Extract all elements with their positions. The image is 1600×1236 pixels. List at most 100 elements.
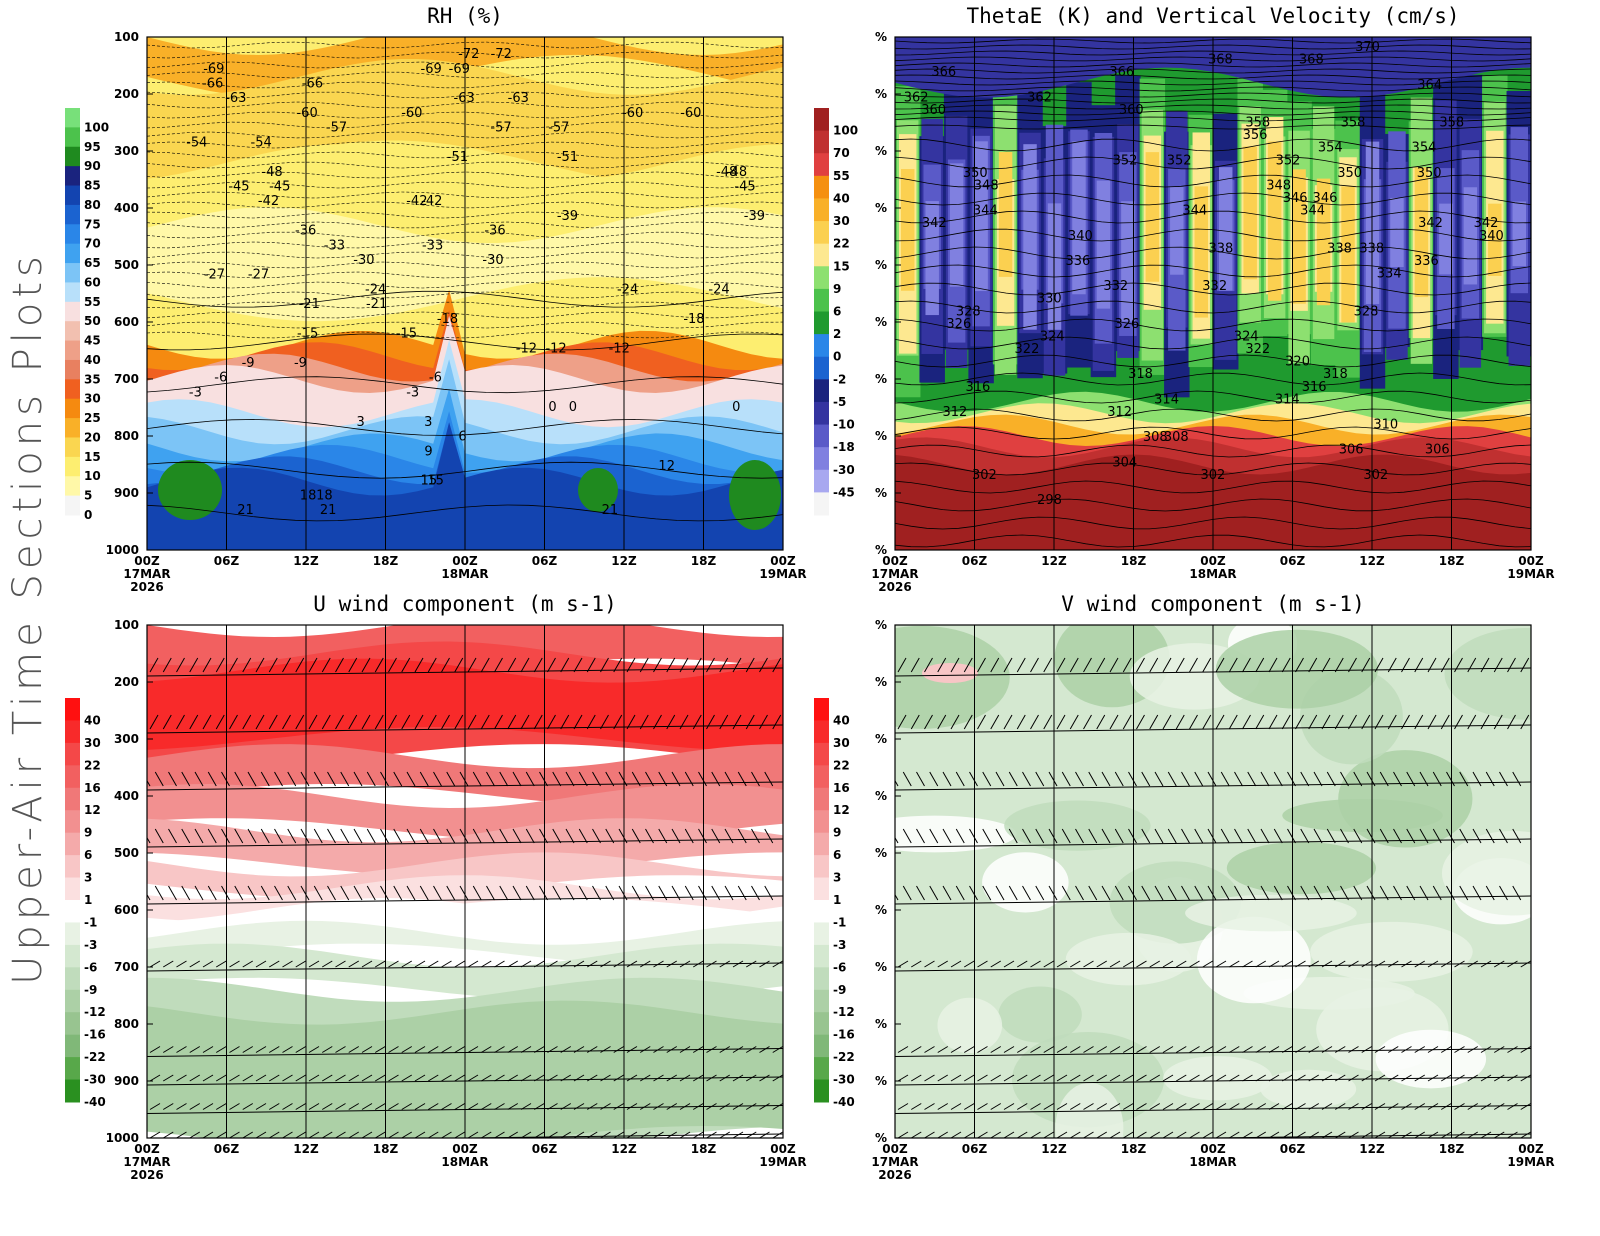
wind-barb: [1247, 771, 1257, 787]
contour-label: 358: [1341, 116, 1366, 131]
wind-barb: [268, 657, 278, 673]
wind-barb: [1520, 1103, 1531, 1110]
colorbar-swatch: [65, 418, 80, 438]
v-patch: [1310, 921, 1473, 982]
wind-barb: [321, 657, 331, 673]
v-patch: [922, 663, 978, 683]
contour-label: 350: [1417, 166, 1442, 181]
wind-barb: [335, 1074, 346, 1082]
wind-barb: [977, 1046, 988, 1053]
wind-barb: [745, 1046, 757, 1053]
contour-label: 350: [1337, 166, 1362, 181]
wind-barb: [759, 714, 768, 730]
wind-barb: [1043, 657, 1053, 673]
y-tick-label: %: [875, 960, 887, 974]
contour-label: -9: [242, 356, 255, 371]
wind-barb: [1136, 960, 1147, 968]
wind-barb: [335, 714, 344, 730]
wind-barb: [1083, 1103, 1094, 1110]
y-tick-label: %: [875, 429, 887, 443]
wind-barb: [1520, 960, 1531, 968]
temperature-contour: [147, 311, 783, 319]
wind-barb: [433, 885, 442, 901]
wind-barb: [724, 828, 734, 844]
wind-barb: [446, 885, 456, 901]
wind-barb: [335, 657, 344, 673]
wind-barb: [897, 1131, 909, 1138]
x-year-label: 2026: [130, 580, 163, 594]
wind-barb: [1016, 714, 1026, 730]
v-patch: [1004, 800, 1151, 851]
wind-barb: [154, 828, 164, 844]
wind-barb: [1472, 885, 1482, 901]
wind-barb: [1361, 1103, 1373, 1110]
wind-barb: [1175, 1046, 1187, 1053]
colorbar-swatch: [814, 967, 829, 991]
contour-label: -63: [225, 91, 246, 106]
wind-barb: [910, 657, 920, 673]
wind-barb: [353, 885, 363, 901]
wind-barb: [639, 1131, 651, 1138]
x-tick-label: 12Z: [611, 554, 637, 568]
wind-barb: [147, 836, 151, 844]
wind-barb: [401, 1046, 413, 1053]
y-tick-label: %: [875, 201, 887, 215]
wind-barb: [772, 1046, 783, 1053]
wind-barb: [1030, 1074, 1041, 1082]
wind-barb: [955, 771, 965, 787]
wind-barb: [1043, 1103, 1055, 1110]
contour-label: 332: [1202, 279, 1227, 294]
wind-barb: [313, 771, 323, 787]
wind-barb: [401, 1131, 413, 1138]
x-tick-label: 06Z: [214, 554, 240, 568]
temperature-contour: [147, 181, 783, 189]
wind-barb: [1022, 771, 1031, 787]
wind-barb: [162, 1074, 174, 1082]
colorbar-label: 60: [84, 275, 101, 289]
wind-barb: [168, 885, 177, 901]
y-tick-label: 500: [114, 258, 139, 272]
x-tick-label: 00Z: [134, 554, 160, 568]
colorbar-label: 25: [84, 411, 101, 425]
wind-barb: [751, 771, 760, 787]
colorbar-label: -30: [833, 463, 855, 477]
wind-barb: [149, 1131, 161, 1138]
contour-label: -9: [294, 356, 307, 371]
colorbar-label: 30: [84, 392, 101, 406]
wind-barb: [950, 1103, 962, 1110]
x-tick-label: 06Z: [532, 554, 558, 568]
wind-barb: [1493, 1131, 1505, 1138]
contour-label: 350: [963, 166, 988, 181]
contour-label: -63: [454, 91, 475, 106]
wind-barb: [942, 771, 952, 787]
wind-barb: [480, 1074, 492, 1082]
colorbar-label: -5: [833, 395, 846, 409]
wind-barb: [990, 1103, 1002, 1110]
wind-barb: [586, 1131, 598, 1138]
colorbar-label: 40: [84, 353, 101, 367]
wind-barb: [446, 828, 456, 844]
wind-barb: [1083, 1074, 1094, 1082]
colorbar-swatch: [814, 379, 829, 403]
wind-barb: [1030, 714, 1039, 730]
wind-barb: [149, 657, 159, 673]
contour-label: -63: [508, 91, 529, 106]
contour-label: 298: [1037, 493, 1062, 508]
wind-barb: [194, 885, 204, 901]
wind-barb: [578, 828, 588, 844]
w-column: [1439, 203, 1453, 275]
wind-barb: [684, 828, 694, 844]
wind-barb: [737, 771, 747, 787]
wind-barb: [1189, 714, 1198, 730]
wind-barb: [578, 771, 588, 787]
wind-barb: [361, 1074, 373, 1082]
wind-barb: [189, 1046, 201, 1053]
contour-label: 18: [316, 488, 333, 503]
colorbar-label: 35: [84, 372, 101, 386]
wind-barb: [308, 1046, 320, 1053]
colorbar-label: 9: [84, 826, 92, 840]
wind-barb: [282, 1131, 293, 1138]
wind-barb: [388, 1131, 399, 1138]
wind-barb: [600, 1131, 611, 1138]
x-tick-label: 06Z: [1280, 554, 1306, 568]
